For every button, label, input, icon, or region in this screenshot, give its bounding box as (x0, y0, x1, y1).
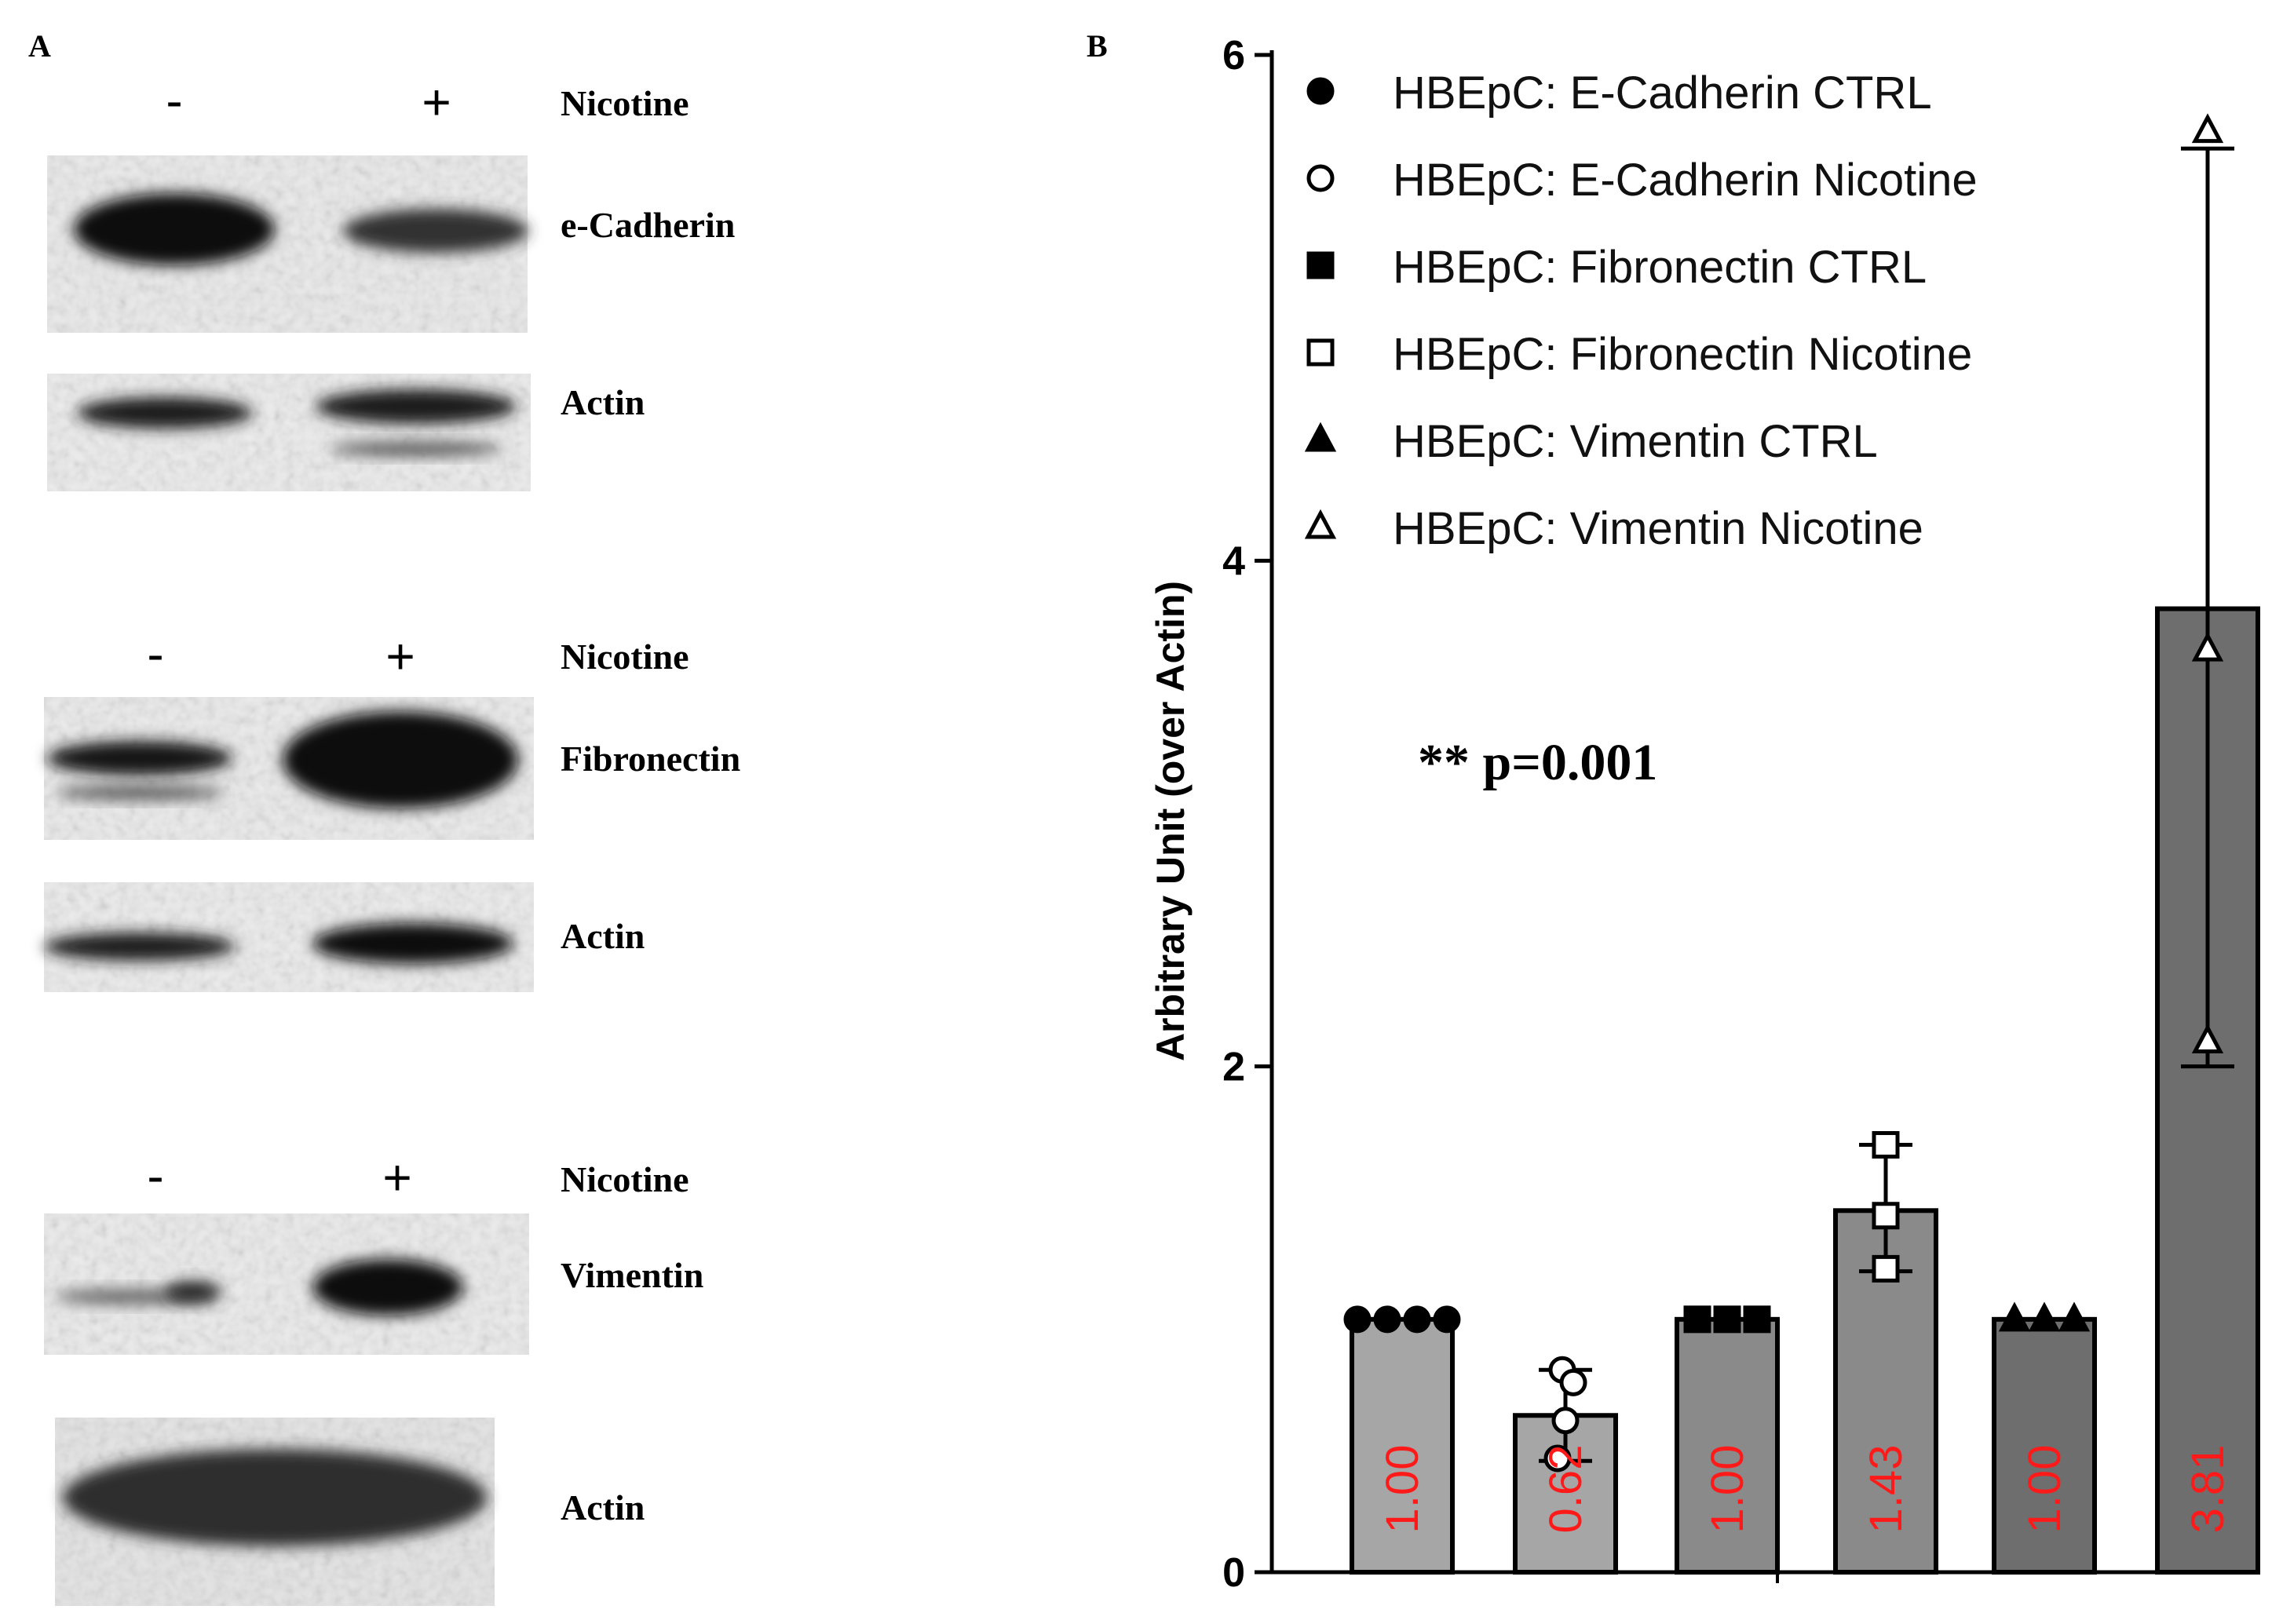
data-point (1343, 1305, 1372, 1334)
band-fibronectin-ctrl (47, 741, 232, 776)
band-actin-1-ctrl (77, 397, 253, 429)
data-point (1872, 1131, 1900, 1159)
data-point (1683, 1305, 1711, 1334)
y-tick-label: 4 (1222, 538, 1245, 584)
blot-group-ecadherin: - + Nicotine e-Cadherin Actin (47, 72, 735, 491)
data-point (1872, 1254, 1900, 1283)
data-point (2191, 1024, 2224, 1053)
data-point (1713, 1305, 1741, 1334)
data-point (1433, 1305, 1461, 1334)
y-axis-label: Arbitrary Unit (over Actin) (1149, 581, 1193, 1061)
data-point (1743, 1305, 1771, 1334)
band-vimentin-ctrl-core (165, 1281, 221, 1303)
data-point (2028, 1301, 2061, 1332)
bar (1350, 1316, 1455, 1575)
band-actin-3 (63, 1449, 487, 1546)
data-point (2191, 113, 2224, 144)
treatment-label: Nicotine (561, 1159, 689, 1199)
blot-group-fibronectin: - + Nicotine Fibronectin Actin (44, 626, 740, 992)
plus-label: + (382, 1149, 411, 1206)
data-point (1306, 164, 1335, 192)
blot-label-vimentin: Vimentin (561, 1255, 703, 1295)
panel-a-label: A (28, 28, 51, 64)
bar (1675, 1316, 1780, 1575)
data-point (1304, 509, 1337, 539)
chart-points (1343, 113, 2224, 1473)
minus-label: - (166, 72, 182, 129)
bar-value-label: 1.00 (1702, 1445, 1753, 1534)
plus-label: + (422, 74, 451, 130)
y-tick-label: 6 (1222, 33, 1245, 78)
data-point (1373, 1305, 1401, 1334)
minus-label: - (147, 1148, 163, 1204)
legend-entry-label: HBEpC: Fibronectin CTRL (1393, 242, 1927, 293)
bar-value-label: 3.81 (2183, 1445, 2234, 1534)
data-point (1551, 1407, 1580, 1435)
blot-label-actin-1: Actin (561, 382, 645, 422)
data-point (1306, 251, 1335, 279)
band-fibronectin-nicotine (283, 711, 518, 808)
chart-bars (1350, 606, 2260, 1575)
band-actin-2-ctrl (44, 932, 236, 961)
plus-label: + (385, 628, 415, 684)
blot-group-vimentin: - + Nicotine Vimentin Actin (44, 1148, 703, 1606)
chart-legend: HBEpC: E-Cadherin CTRL HBEpC: E-Cadherin … (1304, 68, 1978, 554)
band-ecadherin-nicotine (343, 209, 528, 253)
data-point (1403, 1305, 1431, 1334)
panel-b: B 0 2 4 6 1.00 0.62 1.00 1.43 1.00 3.81 Arbitrar… (1087, 28, 2260, 1596)
treatment-label: Nicotine (561, 83, 689, 123)
y-tick-label: 2 (1222, 1045, 1245, 1090)
blot-label-actin-2: Actin (561, 916, 645, 956)
blot-label-actin-3: Actin (561, 1487, 645, 1527)
data-point (2058, 1301, 2091, 1332)
y-tick-label: 0 (1222, 1550, 1245, 1596)
band-fibronectin-ctrl-secondary (55, 786, 225, 800)
band-actin-1-secondary (330, 442, 502, 456)
data-point (1304, 422, 1337, 452)
band-vimentin-nicotine (312, 1259, 463, 1316)
data-point (1306, 338, 1335, 367)
legend-entry-label: HBEpC: Vimentin CTRL (1393, 416, 1878, 467)
legend-entry-label: HBEpC: Vimentin Nicotine (1393, 503, 1923, 554)
bar-value-label: 1.43 (1861, 1445, 1912, 1534)
data-point (1998, 1301, 2031, 1332)
data-point (1543, 1444, 1572, 1473)
minus-label: - (147, 626, 163, 682)
panel-b-label: B (1087, 28, 1108, 64)
treatment-label: Nicotine (561, 637, 689, 677)
bar-value-label: 1.00 (1377, 1445, 1428, 1534)
chart-value-labels: 1.00 0.62 1.00 1.43 1.00 3.81 (1377, 1445, 2234, 1534)
data-point (1872, 1202, 1900, 1230)
data-point (1306, 77, 1335, 105)
panel-a: A - + Nicotine e-Cadherin Actin - + Nico… (28, 28, 740, 1606)
data-point (1559, 1368, 1587, 1396)
legend-entry-label: HBEpC: E-Cadherin Nicotine (1393, 155, 1978, 206)
bar-value-label: 0.62 (1540, 1445, 1591, 1534)
data-point (2191, 631, 2224, 662)
blot-label-fibronectin: Fibronectin (561, 739, 740, 779)
legend-entry-label: HBEpC: E-Cadherin CTRL (1393, 68, 1932, 119)
bar-value-label: 1.00 (2019, 1445, 2070, 1534)
legend-entry-label: HBEpC: Fibronectin Nicotine (1393, 329, 1972, 380)
band-actin-2-nicotine (312, 923, 513, 964)
band-ecadherin-ctrl (74, 193, 275, 265)
significance-annotation: ** p=0.001 (1418, 734, 1657, 791)
band-actin-1-nicotine (316, 389, 517, 424)
blot-label-ecadherin: e-Cadherin (561, 205, 735, 245)
